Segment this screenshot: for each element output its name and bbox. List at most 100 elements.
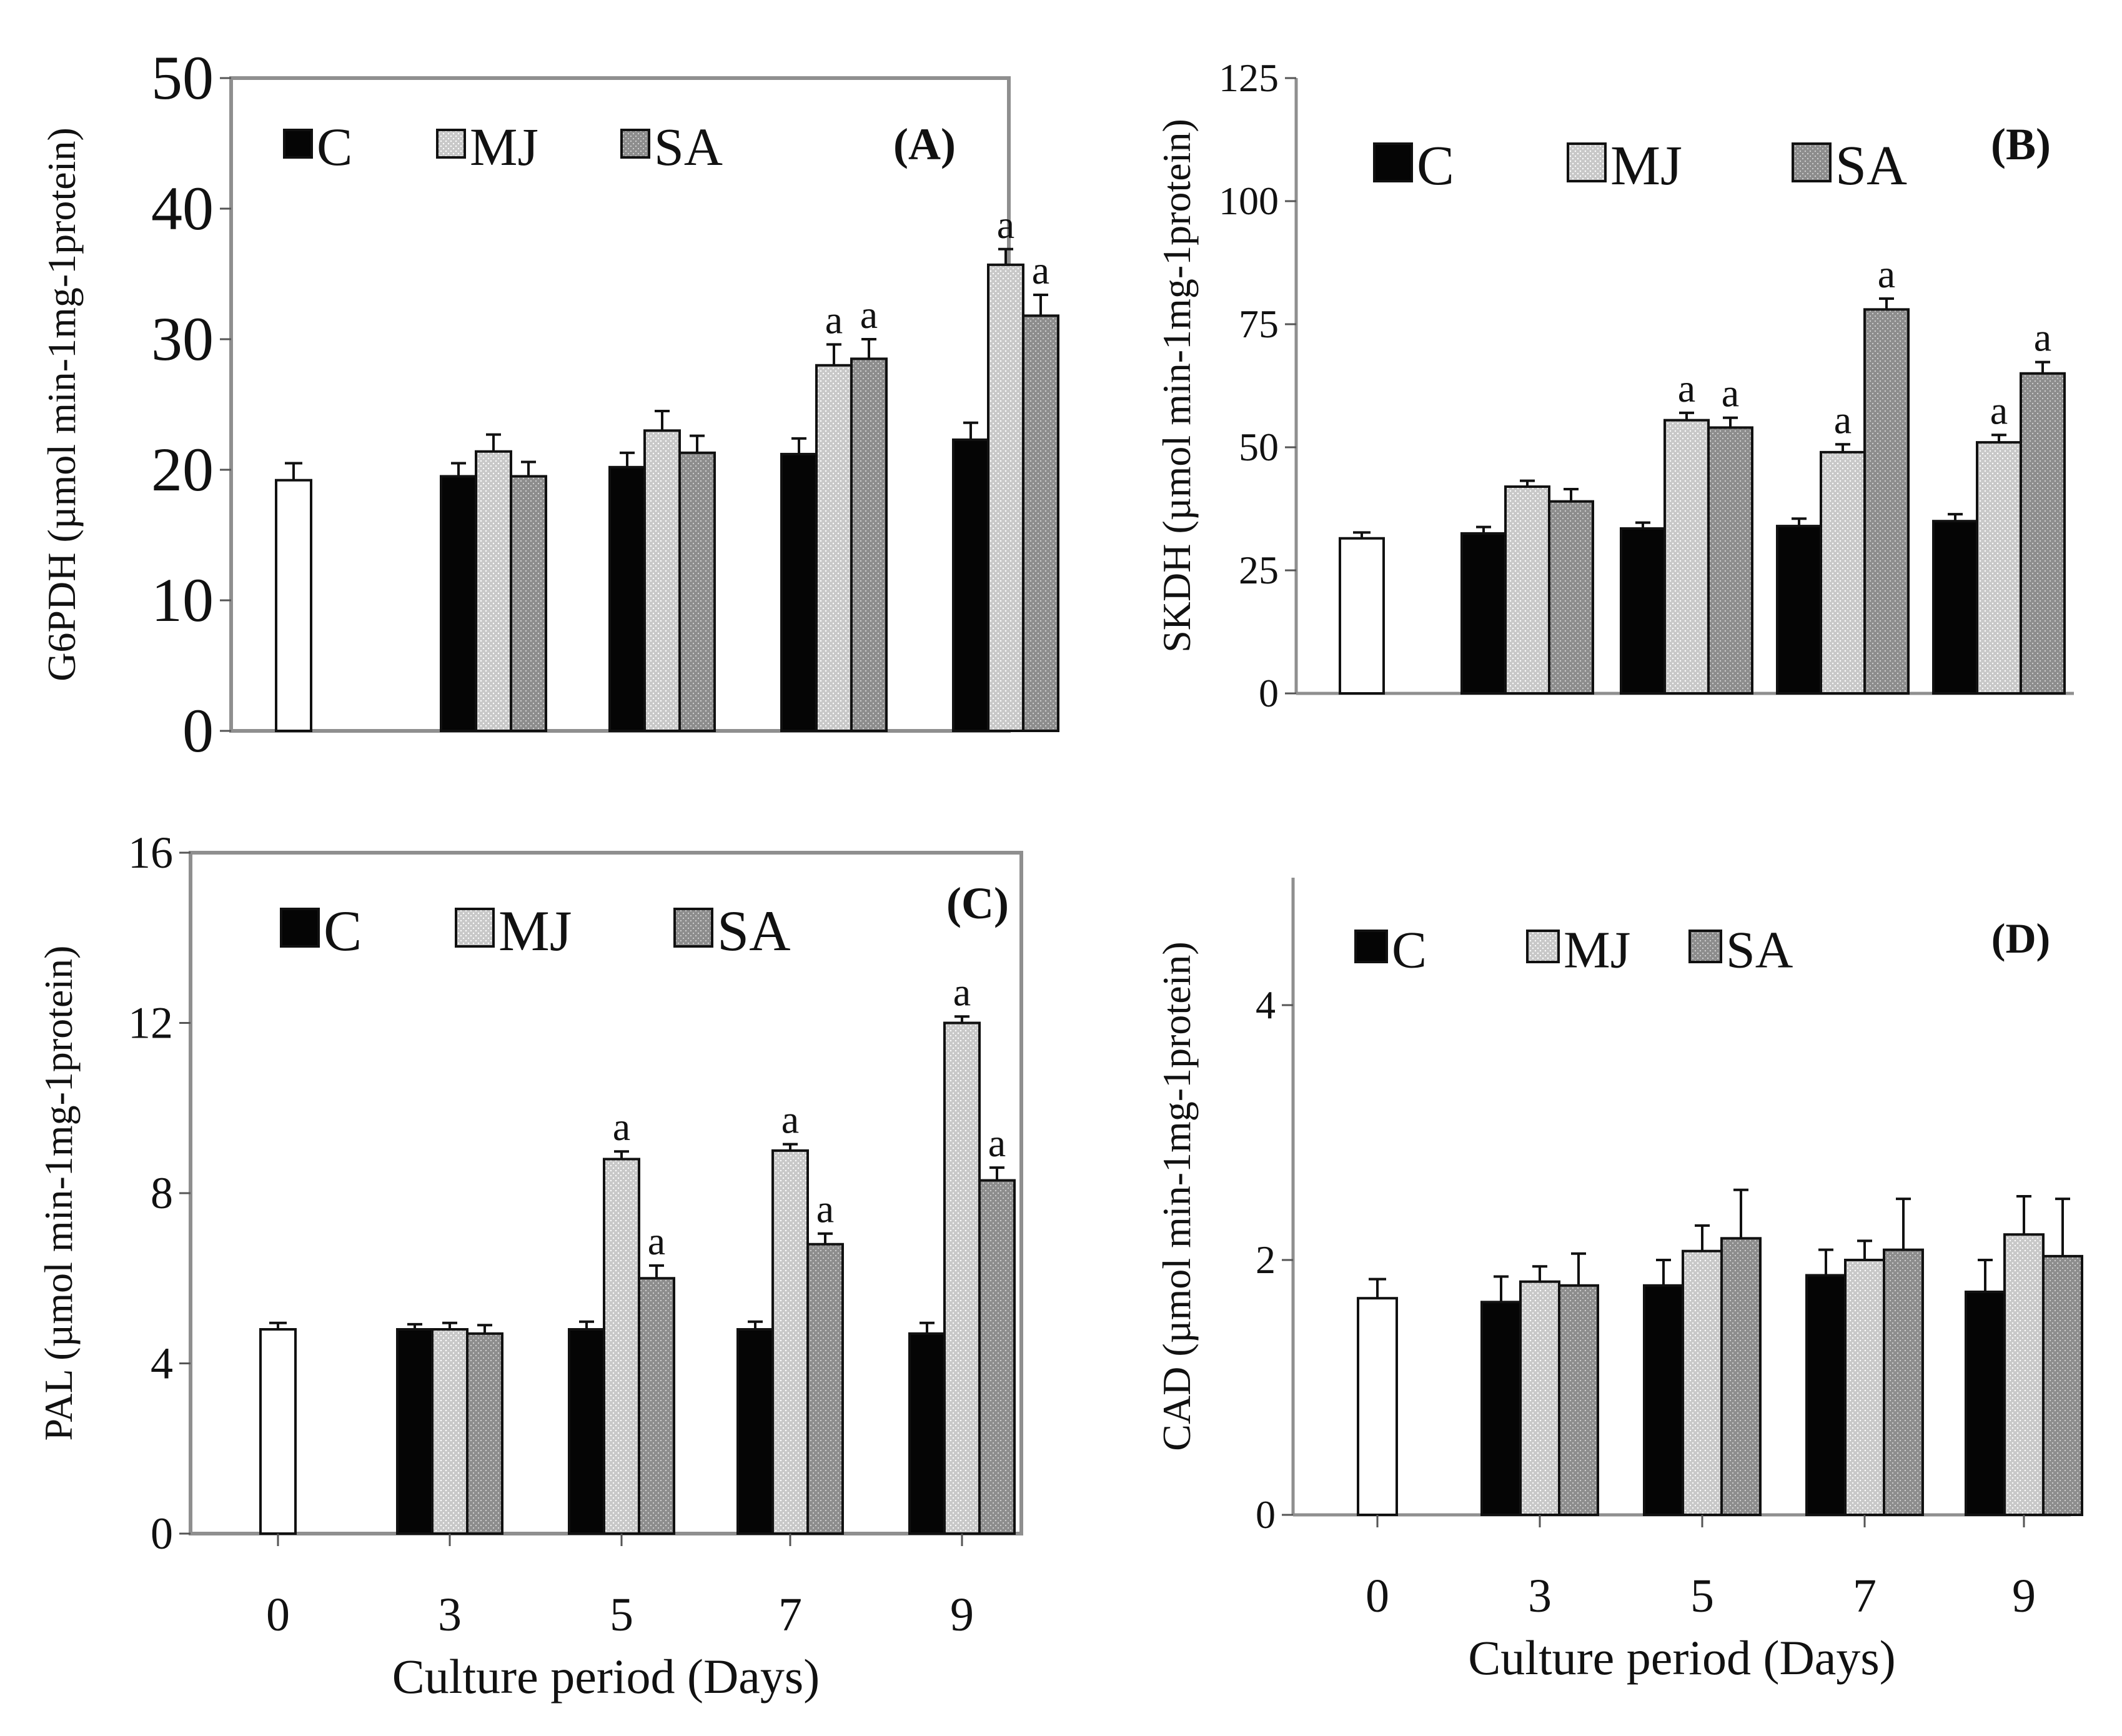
x-tick-label: 3 [1528,1570,1552,1622]
y-tick-label: 30 [151,304,214,374]
legend-label-c: C [1417,135,1454,197]
legend-label-sa: SA [1835,135,1907,197]
legend-label-c: C [1392,921,1427,980]
bar-mj-day-7 [1844,1259,1885,1516]
legend-label-sa: SA [1726,921,1793,980]
bar-mj-day-7 [815,364,853,732]
bar-c-day-3 [440,475,477,732]
significance-label: a [988,1121,1006,1165]
legend-swatch-c [283,129,313,159]
legend-label-mj: MJ [1610,135,1682,197]
bar-sa-day-3 [510,475,547,732]
legend-swatch-mj [1526,930,1560,963]
x-tick-label: 0 [1366,1570,1389,1622]
bar-sa-day-9 [2020,372,2066,695]
y-axis-label: CAD (µmol min-1mg-1protein) [1154,941,1199,1451]
legend-swatch-sa [1688,930,1722,963]
bar-sa-day-3 [466,1332,503,1535]
significance-label: a [1834,397,1852,442]
bar-mj-day-3 [1504,485,1550,695]
y-tick-label: 8 [151,1168,173,1218]
bar-c-day-7 [1805,1274,1847,1516]
y-axis-label: PAL (µmol min-1mg-1protein) [36,946,81,1441]
legend-swatch-c [1354,930,1388,963]
y-tick-label: 4 [1256,983,1276,1027]
panel-label: (B) [1991,119,2051,169]
x-tick-label: 7 [1853,1570,1877,1622]
bar-c-day-5 [608,465,646,732]
y-tick-label: 75 [1239,302,1279,346]
x-axis-title: Culture period (Days) [1468,1630,1895,1685]
bar-sa-day-7 [1863,308,1910,695]
bar-sa-day-7 [850,357,888,732]
y-tick-label: 0 [182,696,214,765]
significance-label: a [860,292,878,337]
significance-label: a [648,1219,665,1263]
y-tick-label: 12 [128,998,173,1048]
legend-swatch-sa [673,908,713,948]
y-tick-label: 125 [1219,56,1279,100]
bar-sa-day-3 [1548,500,1594,695]
bar-c-day-9 [952,438,989,732]
legend-label-mj: MJ [470,117,538,177]
legend-label-sa: SA [654,117,723,177]
legend-swatch-mj [1567,142,1607,182]
bar-c-day-9 [1932,520,1978,695]
bar-c-day-9 [1965,1291,2006,1516]
y-tick-label: 0 [151,1509,173,1559]
legend-label-mj: MJ [1564,921,1630,980]
panel-label: (A) [893,119,956,169]
significance-label: a [781,1098,799,1142]
bar-sa-day-5 [678,451,716,733]
bar-c-day-3 [1460,532,1507,695]
bar-mj-day-5 [603,1158,640,1535]
bar-c-day-5 [1643,1284,1684,1517]
y-tick-label: 2 [1256,1238,1276,1282]
y-tick-label: 4 [151,1338,173,1388]
x-tick-label: 5 [610,1589,633,1641]
significance-label: a [1678,366,1695,410]
bar-c-day-5 [568,1328,605,1535]
legend-swatch-sa [1792,142,1832,182]
bar-sa-day-9 [978,1179,1016,1535]
bar-day-0-baseline [259,1328,297,1535]
y-tick-label: 0 [1256,1492,1276,1537]
bar-mj-day-3 [475,450,512,732]
legend-swatch-sa [620,129,650,159]
y-tick-label: 100 [1219,179,1279,223]
bar-mj-day-5 [643,429,681,732]
bar-day-0-baseline [1339,537,1385,695]
significance-label: a [1878,252,1895,296]
bar-c-day-7 [1776,525,1822,695]
bar-sa-day-9 [1022,314,1059,732]
panel-label: (D) [1991,915,2050,962]
bar-mj-day-9 [1976,441,2022,695]
legend-label-c: C [317,117,352,177]
bar-day-0-baseline [275,479,312,732]
y-axis-label: G6PDH (µmol min-1mg-1protein) [39,127,84,682]
y-tick-label: 50 [151,43,214,112]
bar-sa-day-9 [2042,1254,2083,1516]
bar-c-day-7 [780,452,818,732]
significance-label: a [953,970,971,1014]
legend-swatch-mj [436,129,466,159]
x-axis-title: Culture period (Days) [392,1649,820,1704]
significance-label: a [1032,248,1049,292]
bar-mj-day-9 [2003,1233,2045,1516]
y-tick-label: 50 [1239,425,1279,469]
legend-label-sa: SA [717,899,791,963]
bar-mj-day-7 [1820,450,1866,695]
bar-mj-day-5 [1682,1249,1723,1516]
significance-label: a [613,1104,630,1149]
bar-sa-day-5 [1707,426,1753,695]
significance-label: a [2034,315,2051,360]
legend-swatch-mj [455,908,495,948]
y-tick-label: 20 [151,435,214,504]
bar-mj-day-9 [987,263,1024,732]
bar-c-day-3 [396,1328,434,1535]
bar-sa-day-7 [806,1242,844,1535]
x-tick-label: 7 [778,1589,802,1641]
x-tick-label: 9 [950,1589,974,1641]
bar-c-day-5 [1620,527,1666,695]
